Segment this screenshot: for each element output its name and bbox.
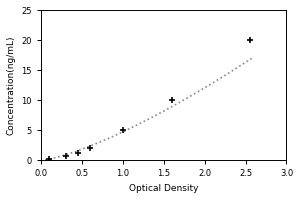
X-axis label: Optical Density: Optical Density [129, 184, 199, 193]
Y-axis label: Concentration(ng/mL): Concentration(ng/mL) [7, 36, 16, 135]
